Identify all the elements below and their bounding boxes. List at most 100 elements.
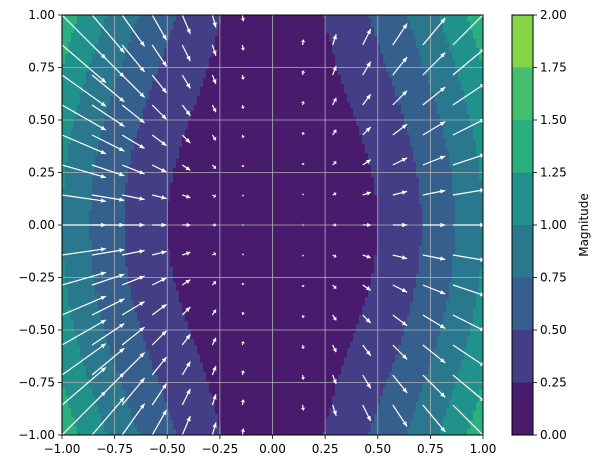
contour-cell <box>434 24 438 28</box>
contour-cell <box>350 21 354 25</box>
contour-cell <box>311 45 315 49</box>
contour-cell <box>419 39 423 43</box>
contour-cell <box>248 42 252 46</box>
contour-cell <box>362 36 366 40</box>
contour-cell <box>161 45 165 49</box>
contour-cell <box>425 42 429 46</box>
contour-cell <box>242 33 246 37</box>
contour-cell <box>158 36 162 40</box>
contour-cell <box>392 27 396 31</box>
contour-cell <box>122 30 126 34</box>
contour-cell <box>371 18 375 22</box>
contour-cell <box>206 21 210 25</box>
contour-cell <box>320 45 324 49</box>
contour-cell <box>398 30 402 34</box>
contour-cell <box>455 24 459 28</box>
contour-cell <box>341 33 345 37</box>
contour-cell <box>257 42 261 46</box>
contour-cell <box>239 39 243 43</box>
contour-cell <box>245 30 249 34</box>
contour-cell <box>377 36 381 40</box>
contour-cell <box>179 33 183 37</box>
contour-cell <box>161 36 165 40</box>
contour-cell <box>260 21 264 25</box>
contour-cell <box>254 27 258 31</box>
contour-cell <box>350 18 354 22</box>
contour-cell <box>194 21 198 25</box>
contour-cell <box>92 42 96 46</box>
contour-cell <box>134 27 138 31</box>
contour-cell <box>86 21 90 25</box>
contour-cell <box>251 15 255 19</box>
contour-cell <box>275 24 279 28</box>
contour-cell <box>158 48 162 52</box>
contour-cell <box>308 42 312 46</box>
contour-cell <box>164 42 168 46</box>
contour-cell <box>458 18 462 22</box>
contour-cell <box>173 15 177 19</box>
contour-cell <box>101 45 105 49</box>
contour-cell <box>278 27 282 31</box>
contour-cell <box>68 48 72 52</box>
contour-cell <box>170 36 174 40</box>
contour-cell <box>125 24 129 28</box>
contour-cell <box>389 42 393 46</box>
contour-cell <box>422 27 426 31</box>
contour-cell <box>458 21 462 25</box>
contour-cell <box>299 18 303 22</box>
contour-cell <box>362 27 366 31</box>
contour-cell <box>200 39 204 43</box>
contour-cell <box>164 24 168 28</box>
contour-cell <box>314 24 318 28</box>
contour-cell <box>161 15 165 19</box>
contour-cell <box>209 36 213 40</box>
contour-cell <box>140 39 144 43</box>
contour-cell <box>173 39 177 43</box>
contour-cell <box>224 27 228 31</box>
contour-cell <box>461 21 465 25</box>
contour-cell <box>383 24 387 28</box>
contour-cell <box>143 27 147 31</box>
contour-cell <box>131 18 135 22</box>
contour-cell <box>254 36 258 40</box>
contour-cell <box>479 18 483 22</box>
contour-cell <box>398 15 402 19</box>
contour-cell <box>353 24 357 28</box>
contour-cell <box>431 33 435 37</box>
contour-cell <box>200 36 204 40</box>
contour-cell <box>293 45 297 49</box>
contour-cell <box>353 18 357 22</box>
contour-cell <box>356 48 360 52</box>
contour-cell <box>341 24 345 28</box>
contour-cell <box>62 27 66 31</box>
contour-cell <box>347 42 351 46</box>
contour-cell <box>128 27 132 31</box>
contour-cell <box>365 42 369 46</box>
contour-cell <box>305 42 309 46</box>
contour-cell <box>149 15 153 19</box>
contour-cell <box>221 27 225 31</box>
contour-cell <box>350 36 354 40</box>
contour-cell <box>83 45 87 49</box>
contour-cell <box>92 18 96 22</box>
contour-cell <box>473 33 477 37</box>
contour-cell <box>230 48 234 52</box>
contour-cell <box>116 45 120 49</box>
contour-cell <box>62 42 66 46</box>
contour-cell <box>260 42 264 46</box>
contour-cell <box>77 33 81 37</box>
contour-cell <box>407 30 411 34</box>
contour-cell <box>245 15 249 19</box>
contour-cell <box>326 39 330 43</box>
contour-cell <box>260 33 264 37</box>
contour-cell <box>275 36 279 40</box>
contour-cell <box>245 21 249 25</box>
contour-cell <box>311 36 315 40</box>
contour-cell <box>134 15 138 19</box>
contour-cell <box>158 24 162 28</box>
contour-cell <box>86 42 90 46</box>
contour-cell <box>170 39 174 43</box>
contour-cell <box>77 36 81 40</box>
contour-cell <box>185 39 189 43</box>
contour-cell <box>95 45 99 49</box>
